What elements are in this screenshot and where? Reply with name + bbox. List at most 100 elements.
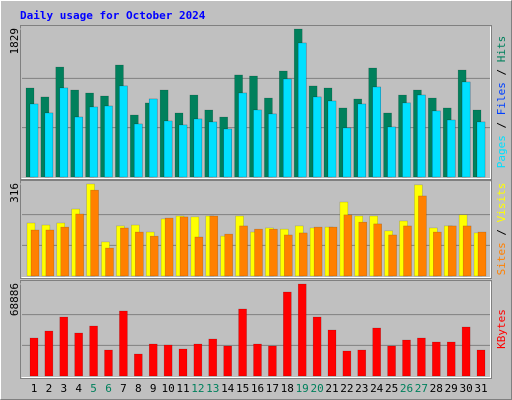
bar xyxy=(60,226,70,277)
bar xyxy=(238,92,247,178)
bar xyxy=(476,121,486,178)
bar xyxy=(388,234,397,277)
bar xyxy=(59,316,69,377)
bar xyxy=(432,341,441,377)
bar xyxy=(268,345,277,377)
bar xyxy=(402,102,411,178)
bar xyxy=(89,106,98,178)
x-tick-label: 12 xyxy=(191,382,204,395)
legend-entry: Hits xyxy=(495,36,508,63)
x-tick-label: 4 xyxy=(75,382,82,395)
bar xyxy=(119,310,128,377)
legend-entry: KBytes xyxy=(495,309,508,349)
bar xyxy=(461,81,471,178)
bar xyxy=(372,327,381,377)
legend-entry: Sites xyxy=(495,242,508,275)
x-tick-label: 2 xyxy=(46,382,53,395)
legend-entry: Files xyxy=(495,82,508,115)
legend-separator: / xyxy=(495,222,508,242)
x-tick-label: 1 xyxy=(31,382,38,395)
bar xyxy=(283,291,292,377)
bar xyxy=(120,227,129,277)
bar xyxy=(268,113,277,178)
y-tick-label: 1829 xyxy=(8,28,21,55)
bar xyxy=(105,247,114,277)
x-tick-label: 10 xyxy=(161,382,174,395)
panel-bevel xyxy=(21,181,491,278)
x-tick-label: 5 xyxy=(90,382,97,395)
bar xyxy=(104,349,113,377)
bar xyxy=(223,345,232,377)
bar xyxy=(327,329,337,377)
bar xyxy=(342,350,352,377)
bar xyxy=(209,215,219,277)
bar xyxy=(164,217,174,277)
bar xyxy=(343,214,353,277)
bar xyxy=(179,216,189,277)
bar xyxy=(358,221,368,277)
bar xyxy=(89,325,98,377)
x-tick-label: 6 xyxy=(105,382,112,395)
bar xyxy=(446,341,456,377)
bar xyxy=(357,103,367,178)
bar xyxy=(90,189,99,277)
bar xyxy=(223,128,232,178)
bar xyxy=(297,42,307,178)
bar xyxy=(44,112,54,178)
bar xyxy=(163,344,173,377)
legend-separator: / xyxy=(495,62,508,82)
bar xyxy=(193,118,203,178)
bar xyxy=(477,231,487,277)
bar xyxy=(283,78,292,178)
x-tick-label: 20 xyxy=(310,382,323,395)
bar xyxy=(328,226,338,277)
x-tick-label: 31 xyxy=(474,382,487,395)
legend-entry: Pages xyxy=(495,135,508,168)
bar xyxy=(357,349,367,377)
x-tick-label: 21 xyxy=(325,382,338,395)
y-tick-label: 68886 xyxy=(8,283,21,316)
x-tick-label: 24 xyxy=(370,382,384,395)
bar xyxy=(446,119,456,178)
bar xyxy=(135,231,144,277)
legend-entry: Visits xyxy=(495,183,508,223)
y-tick-label: 316 xyxy=(8,183,21,203)
legend: KBytes xyxy=(495,309,508,349)
bar xyxy=(284,234,293,277)
bar xyxy=(178,124,188,178)
x-tick-label: 22 xyxy=(340,382,353,395)
bar xyxy=(402,339,411,377)
x-tick-label: 15 xyxy=(236,382,249,395)
bar xyxy=(417,94,426,178)
x-tick-label: 8 xyxy=(135,382,142,395)
bar xyxy=(29,103,39,178)
bar xyxy=(239,225,248,277)
bar xyxy=(163,120,173,178)
bar xyxy=(342,127,352,178)
panel-bevel xyxy=(21,281,491,378)
bar xyxy=(74,332,83,377)
bar xyxy=(29,337,39,377)
bar xyxy=(269,228,278,277)
bar xyxy=(373,223,382,277)
bar xyxy=(403,225,412,277)
bar xyxy=(30,229,40,277)
x-tick-label: 16 xyxy=(251,382,264,395)
x-tick-label: 26 xyxy=(400,382,413,395)
bar xyxy=(45,229,55,277)
bar xyxy=(253,343,262,377)
legend: Sites / Visits xyxy=(495,183,508,276)
x-tick-label: 3 xyxy=(60,382,67,395)
bar xyxy=(149,235,159,277)
bar xyxy=(327,100,337,178)
legend-separator: / xyxy=(495,115,508,135)
bar xyxy=(194,236,204,277)
x-tick-label: 9 xyxy=(150,382,157,395)
bar xyxy=(312,96,322,178)
x-tick-label: 17 xyxy=(266,382,279,395)
bar xyxy=(418,195,427,277)
bar xyxy=(238,308,247,377)
x-tick-label: 28 xyxy=(430,382,443,395)
x-tick-label: 14 xyxy=(221,382,235,395)
x-tick-label: 29 xyxy=(445,382,458,395)
